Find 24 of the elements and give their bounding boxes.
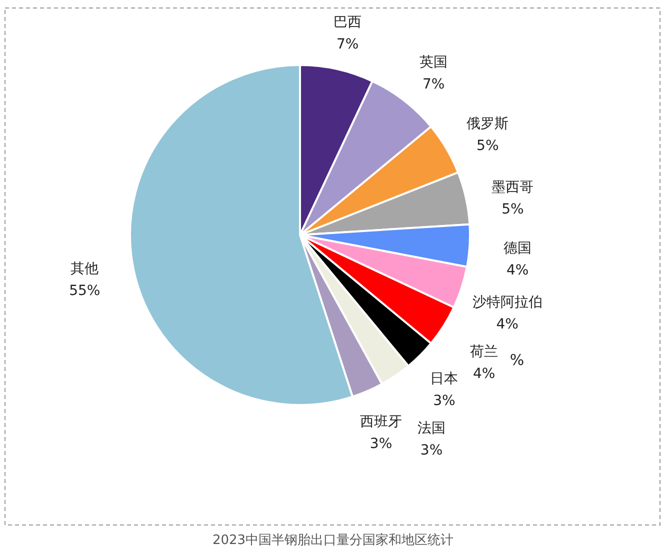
data-label: 3%: [433, 393, 456, 410]
data-label: 3%: [420, 442, 443, 459]
slice-label: 日本: [430, 371, 458, 388]
data-label: 4%: [496, 316, 518, 332]
text: %: [510, 351, 524, 369]
data-label: 7%: [422, 76, 445, 93]
slice-label: 沙特阿拉伯: [472, 294, 542, 310]
slice-label: 其他: [70, 261, 99, 278]
slice-label: 巴西: [334, 14, 362, 30]
slice-label: 西班牙: [360, 414, 402, 430]
slice-label: 德国: [504, 240, 532, 257]
slice-label: 荷兰: [470, 344, 498, 360]
data-label: 4%: [506, 262, 529, 279]
slice-label: 墨西哥: [492, 179, 534, 196]
data-label: 3%: [370, 436, 392, 452]
data-label: 7%: [336, 36, 359, 52]
text: 2023中国半钢胎出口量分国家和地区统计: [212, 532, 454, 548]
data-label: 4%: [472, 366, 496, 382]
slice-label: 法国: [418, 420, 446, 437]
slice-label: 英国: [420, 54, 448, 71]
slice-label: 俄罗斯: [466, 116, 509, 132]
data-label: 55%: [69, 283, 100, 300]
data-label: 5%: [476, 138, 499, 154]
data-label: 5%: [502, 201, 524, 218]
